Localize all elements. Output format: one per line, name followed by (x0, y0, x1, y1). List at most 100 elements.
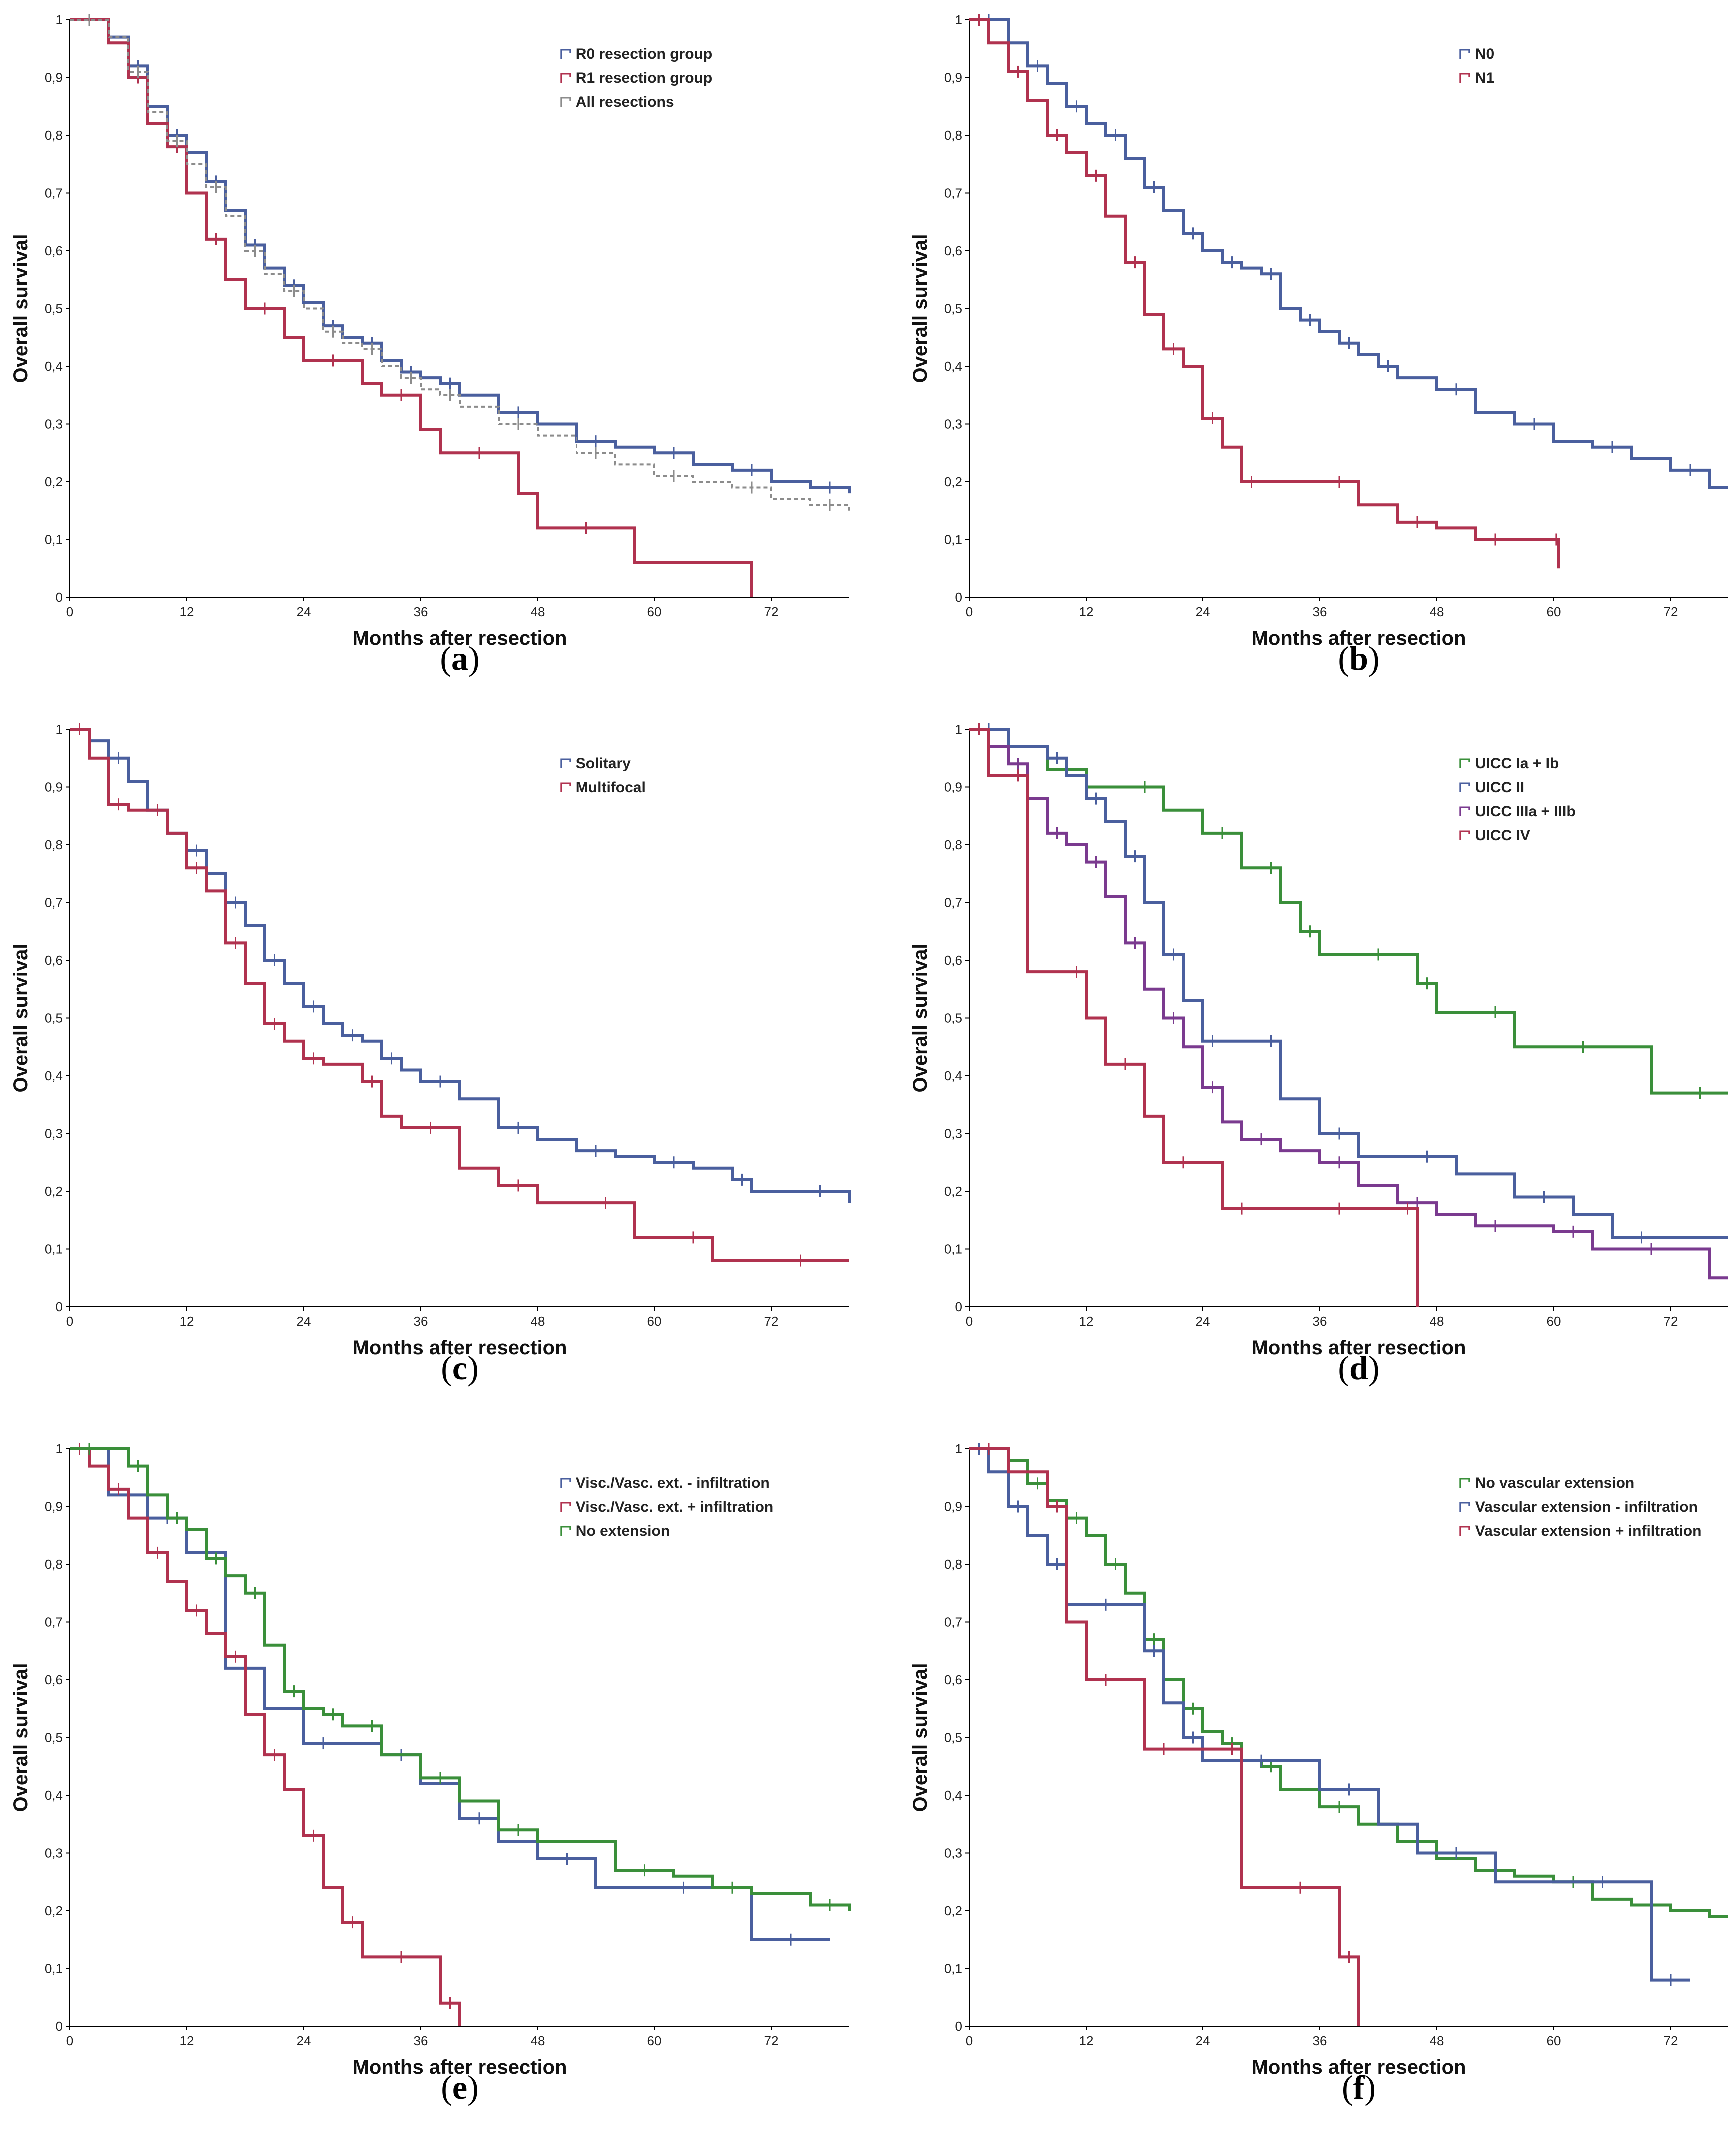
y-tick-label: 0,2 (45, 1903, 63, 1918)
survival-curve-3 (70, 19, 850, 511)
y-tick-label: 0,4 (944, 359, 962, 374)
y-tick-label: 0,1 (944, 1961, 962, 1976)
panel-c: 0 0,1 0,2 0,3 0,4 0,5 0,6 0,7 0,8 0,9 1 0 12 24 36 48 60… (0, 710, 851, 1409)
y-tick-label: 1 (56, 722, 63, 737)
x-axis-title: Months after resection (353, 627, 567, 649)
survival-curve-1 (969, 728, 1728, 1095)
legend-label-3: All resections (576, 94, 674, 110)
panel-a: 0 0,1 0,2 0,3 0,4 0,5 0,6 0,7 0,8 0,9 1 0 12 24 36 48 60… (0, 0, 851, 700)
chart-svg-e: 0 0,1 0,2 0,3 0,4 0,5 0,6 0,7 0,8 0,9 1 0 12 24 36 48 60… (10, 1441, 851, 2106)
chart-svg-d: 0 0,1 0,2 0,3 0,4 0,5 0,6 0,7 0,8 0,9 1 0 12 24 36 48 60… (909, 722, 1728, 1387)
y-tick-label: 0,7 (944, 1615, 962, 1630)
panel-e: 0 0,1 0,2 0,3 0,4 0,5 0,6 0,7 0,8 0,9 1 0 12 24 36 48 60… (0, 1429, 851, 2129)
survival-curve-1 (70, 1447, 830, 1941)
y-tick-label: 0,6 (45, 953, 63, 968)
x-axis-title: Months after resection (1252, 2056, 1466, 2078)
x-tick-label: 36 (414, 2033, 428, 2048)
panel-letter: c (452, 1349, 467, 1387)
x-axis-title: Months after resection (1252, 1337, 1466, 1359)
y-tick-label: 0 (56, 590, 63, 605)
y-tick-label: 0,9 (944, 780, 962, 795)
legend-swatch-3 (1459, 806, 1470, 816)
y-tick-label: 1 (955, 12, 962, 27)
y-tick-label: 0,9 (45, 780, 63, 795)
y-tick-label: 1 (955, 722, 962, 737)
y-tick-label: 0,3 (45, 1126, 63, 1141)
y-tick-label: 0,7 (45, 895, 63, 910)
legend-swatch-1 (560, 49, 571, 59)
legend-label-4: UICC IV (1475, 827, 1530, 844)
panel-letter: d (1349, 1349, 1368, 1387)
legend-swatch-3 (560, 1526, 571, 1536)
y-tick-label: 0,1 (944, 532, 962, 547)
x-tick-label: 24 (297, 604, 311, 619)
x-tick-label: 24 (297, 2033, 311, 2048)
legend-label-3: Vascular extension + infiltration (1475, 1523, 1702, 1539)
y-tick-label: 0,6 (45, 1672, 63, 1687)
y-tick-label: 0,3 (944, 1126, 962, 1141)
x-tick-label: 48 (1430, 604, 1444, 619)
y-tick-label: 0,6 (45, 243, 63, 258)
y-tick-label: 0,5 (944, 1011, 962, 1026)
y-tick-label: 0,8 (45, 1557, 63, 1572)
panel-label: (c) (441, 1349, 479, 1387)
legend-swatch-1 (1459, 49, 1470, 59)
x-axis-title: Months after resection (1252, 627, 1466, 649)
y-tick-label: 0,9 (45, 1499, 63, 1514)
x-tick-label: 48 (1430, 2033, 1444, 2048)
chart-svg-b: 0 0,1 0,2 0,3 0,4 0,5 0,6 0,7 0,8 0,9 1 0 12 24 36 48 60… (909, 12, 1728, 677)
x-tick-label: 0 (966, 1314, 973, 1329)
survival-curve-3 (70, 1447, 851, 1911)
legend-swatch-1 (1459, 1478, 1470, 1488)
x-tick-label: 24 (297, 1314, 311, 1329)
x-tick-label: 24 (1196, 1314, 1210, 1329)
x-tick-label: 72 (764, 1314, 779, 1329)
y-tick-label: 1 (56, 12, 63, 27)
y-axis-title: Overall survival (10, 234, 32, 383)
x-tick-label: 48 (531, 2033, 545, 2048)
y-tick-label: 0,4 (944, 1068, 962, 1083)
y-tick-label: 0,4 (944, 1788, 962, 1803)
legend-label-2: Multifocal (576, 779, 646, 796)
legend-label-1: R0 resection group (576, 46, 712, 62)
x-tick-label: 36 (414, 604, 428, 619)
x-tick-label: 60 (1547, 2033, 1561, 2048)
survival-curve-3 (969, 728, 1728, 1280)
y-tick-label: 0,3 (944, 417, 962, 432)
y-tick-label: 0,2 (45, 1184, 63, 1199)
x-tick-label: 72 (1664, 604, 1678, 619)
x-tick-label: 12 (180, 2033, 194, 2048)
panel-label: (f) (1342, 2068, 1376, 2106)
legend-label-1: Solitary (576, 755, 631, 772)
y-tick-label: 0 (955, 590, 962, 605)
y-tick-label: 0,4 (45, 1068, 63, 1083)
legend-label-2: R1 resection group (576, 70, 712, 86)
legend-label-2: Vascular extension - infiltration (1475, 1499, 1698, 1515)
x-tick-label: 0 (66, 1314, 73, 1329)
y-tick-label: 0,7 (45, 186, 63, 201)
legend-label-2: UICC II (1475, 779, 1524, 796)
y-axis-title: Overall survival (10, 944, 32, 1093)
y-tick-label: 0,6 (944, 1672, 962, 1687)
y-tick-label: 1 (955, 1441, 962, 1456)
x-tick-label: 36 (1313, 1314, 1327, 1329)
y-tick-label: 0,7 (45, 1615, 63, 1630)
y-tick-label: 1 (56, 1441, 63, 1456)
x-tick-label: 72 (764, 2033, 779, 2048)
x-tick-label: 48 (531, 1314, 545, 1329)
x-tick-label: 60 (647, 1314, 662, 1329)
y-tick-label: 0,1 (45, 1242, 63, 1257)
legend-swatch-2 (1459, 782, 1470, 792)
y-tick-label: 0,9 (45, 70, 63, 85)
chart-svg-f: 0 0,1 0,2 0,3 0,4 0,5 0,6 0,7 0,8 0,9 1 0 12 24 36 48 60… (909, 1441, 1728, 2106)
legend-swatch-2 (560, 782, 571, 792)
legend-label-1: No vascular extension (1475, 1475, 1634, 1491)
legend-swatch-3 (560, 97, 571, 107)
y-tick-label: 0,8 (944, 837, 962, 852)
x-tick-label: 0 (66, 604, 73, 619)
y-tick-label: 0,8 (45, 837, 63, 852)
y-tick-label: 0 (955, 1299, 962, 1314)
y-tick-label: 0,7 (944, 895, 962, 910)
x-tick-label: 12 (1079, 2033, 1094, 2048)
